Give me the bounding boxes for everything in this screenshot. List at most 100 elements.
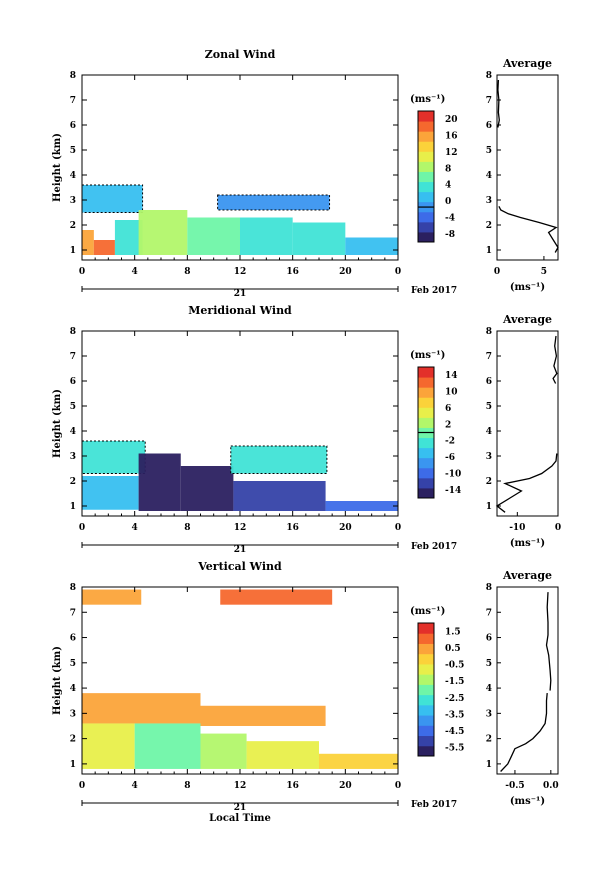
y-tick-label: 4 (70, 427, 76, 437)
heatmap-block (230, 446, 327, 474)
heatmap-block (217, 195, 330, 210)
x-tick-label: 4 (132, 781, 138, 791)
colorbar-swatch (418, 704, 434, 716)
avg-x-label: (ms⁻¹) (510, 282, 545, 293)
colorbar-label: -2 (445, 437, 455, 447)
colorbar-swatch (418, 171, 434, 183)
colorbar-swatch (418, 111, 434, 122)
y-tick-label: 2 (70, 735, 76, 745)
avg-y-tick-label: 7 (486, 352, 492, 362)
heatmap-block (200, 733, 247, 769)
colorbar-swatch (418, 367, 434, 378)
x-tick-label: 20 (339, 781, 352, 791)
heatmap-block (82, 185, 143, 213)
colorbar-label: 6 (445, 404, 451, 414)
colorbar-label: 10 (445, 388, 458, 398)
colorbar-label: 12 (445, 148, 458, 158)
colorbar-label: 0 (445, 197, 451, 207)
heatmap-block (319, 753, 398, 769)
x-tick-label: 4 (132, 523, 138, 533)
avg-y-tick-label: 1 (486, 246, 492, 256)
avg-y-tick-label: 7 (486, 96, 492, 106)
y-tick-label: 1 (70, 246, 76, 256)
average-title: Average (502, 57, 552, 70)
colorbar-label: -4.5 (445, 727, 464, 737)
colorbar-label: 16 (445, 132, 458, 142)
average-profile-line (495, 453, 558, 513)
heatmap-block (246, 741, 319, 769)
colorbar-label: 20 (445, 115, 458, 125)
average-frame (496, 330, 559, 517)
x-tick-label: 0 (79, 267, 85, 277)
x-tick-label: 0 (395, 267, 401, 277)
colorbar-swatch (418, 643, 434, 655)
average-profile-line (498, 206, 559, 253)
heatmap-block (345, 237, 398, 255)
colorbar-label: -8 (445, 230, 455, 240)
y-axis-label: Height (km) (52, 389, 63, 458)
colorbar-label: -1.5 (445, 677, 464, 687)
average-profile-line (545, 592, 552, 691)
colorbar-swatch (418, 397, 434, 408)
avg-y-tick-label: 2 (486, 477, 492, 487)
avg-y-tick-label: 8 (486, 327, 492, 337)
colorbar-label: -6 (445, 453, 455, 463)
heatmap-block (93, 240, 115, 255)
avg-y-tick-label: 2 (486, 735, 492, 745)
colorbar-label: 0.5 (445, 644, 461, 654)
colorbar-swatch (418, 377, 434, 388)
colorbar-swatch (418, 131, 434, 142)
y-tick-label: 3 (70, 452, 76, 462)
colorbar-swatch (418, 211, 434, 223)
y-tick-label: 7 (70, 352, 76, 362)
heatmap-block (240, 217, 293, 255)
avg-y-tick-label: 6 (486, 121, 492, 131)
heatmap-block (114, 220, 143, 255)
date-month: Feb 2017 (411, 542, 457, 552)
average-profile-line (500, 693, 548, 772)
avg-x-tick-label: 5 (541, 267, 547, 277)
heatmap-block (187, 217, 240, 255)
date-day: 21 (234, 289, 247, 299)
date-day: 21 (234, 545, 247, 555)
date-month: Feb 2017 (411, 800, 457, 810)
panel-title: Zonal Wind (205, 48, 276, 61)
y-tick-label: 5 (70, 402, 76, 412)
y-tick-label: 7 (70, 96, 76, 106)
colorbar-swatch (418, 674, 434, 685)
colorbar-swatch (418, 467, 434, 479)
date-day: 21 (234, 803, 247, 813)
x-tick-label: 8 (184, 267, 190, 277)
colorbar-swatch (418, 191, 434, 203)
y-tick-label: 4 (70, 171, 76, 181)
heatmap-block (138, 453, 181, 511)
heatmap-block (180, 466, 234, 511)
y-tick-label: 5 (70, 659, 76, 669)
heatmap-block (200, 705, 326, 726)
colorbar-unit: (ms⁻¹) (410, 350, 445, 361)
avg-y-tick-label: 2 (486, 221, 492, 231)
colorbar-label: -0.5 (445, 661, 464, 671)
avg-y-tick-label: 8 (486, 71, 492, 81)
colorbar-frame (417, 622, 435, 757)
average-profile-line (497, 79, 500, 128)
colorbar-swatch (418, 417, 434, 428)
colorbar-swatch (418, 633, 434, 644)
heatmap-block (134, 723, 201, 769)
colorbar-label: -3.5 (445, 710, 464, 720)
y-tick-label: 3 (70, 709, 76, 719)
panel-title: Vertical Wind (197, 560, 282, 573)
avg-x-tick-label: -10 (509, 523, 525, 533)
avg-y-tick-label: 7 (486, 608, 492, 618)
x-tick-label: 0 (395, 781, 401, 791)
colorbar-swatch (418, 663, 434, 675)
colorbar-frame (417, 110, 435, 243)
colorbar-label: 8 (445, 164, 451, 174)
colorbar-swatch (418, 437, 434, 449)
y-tick-label: 3 (70, 196, 76, 206)
avg-y-tick-label: 4 (486, 684, 492, 694)
